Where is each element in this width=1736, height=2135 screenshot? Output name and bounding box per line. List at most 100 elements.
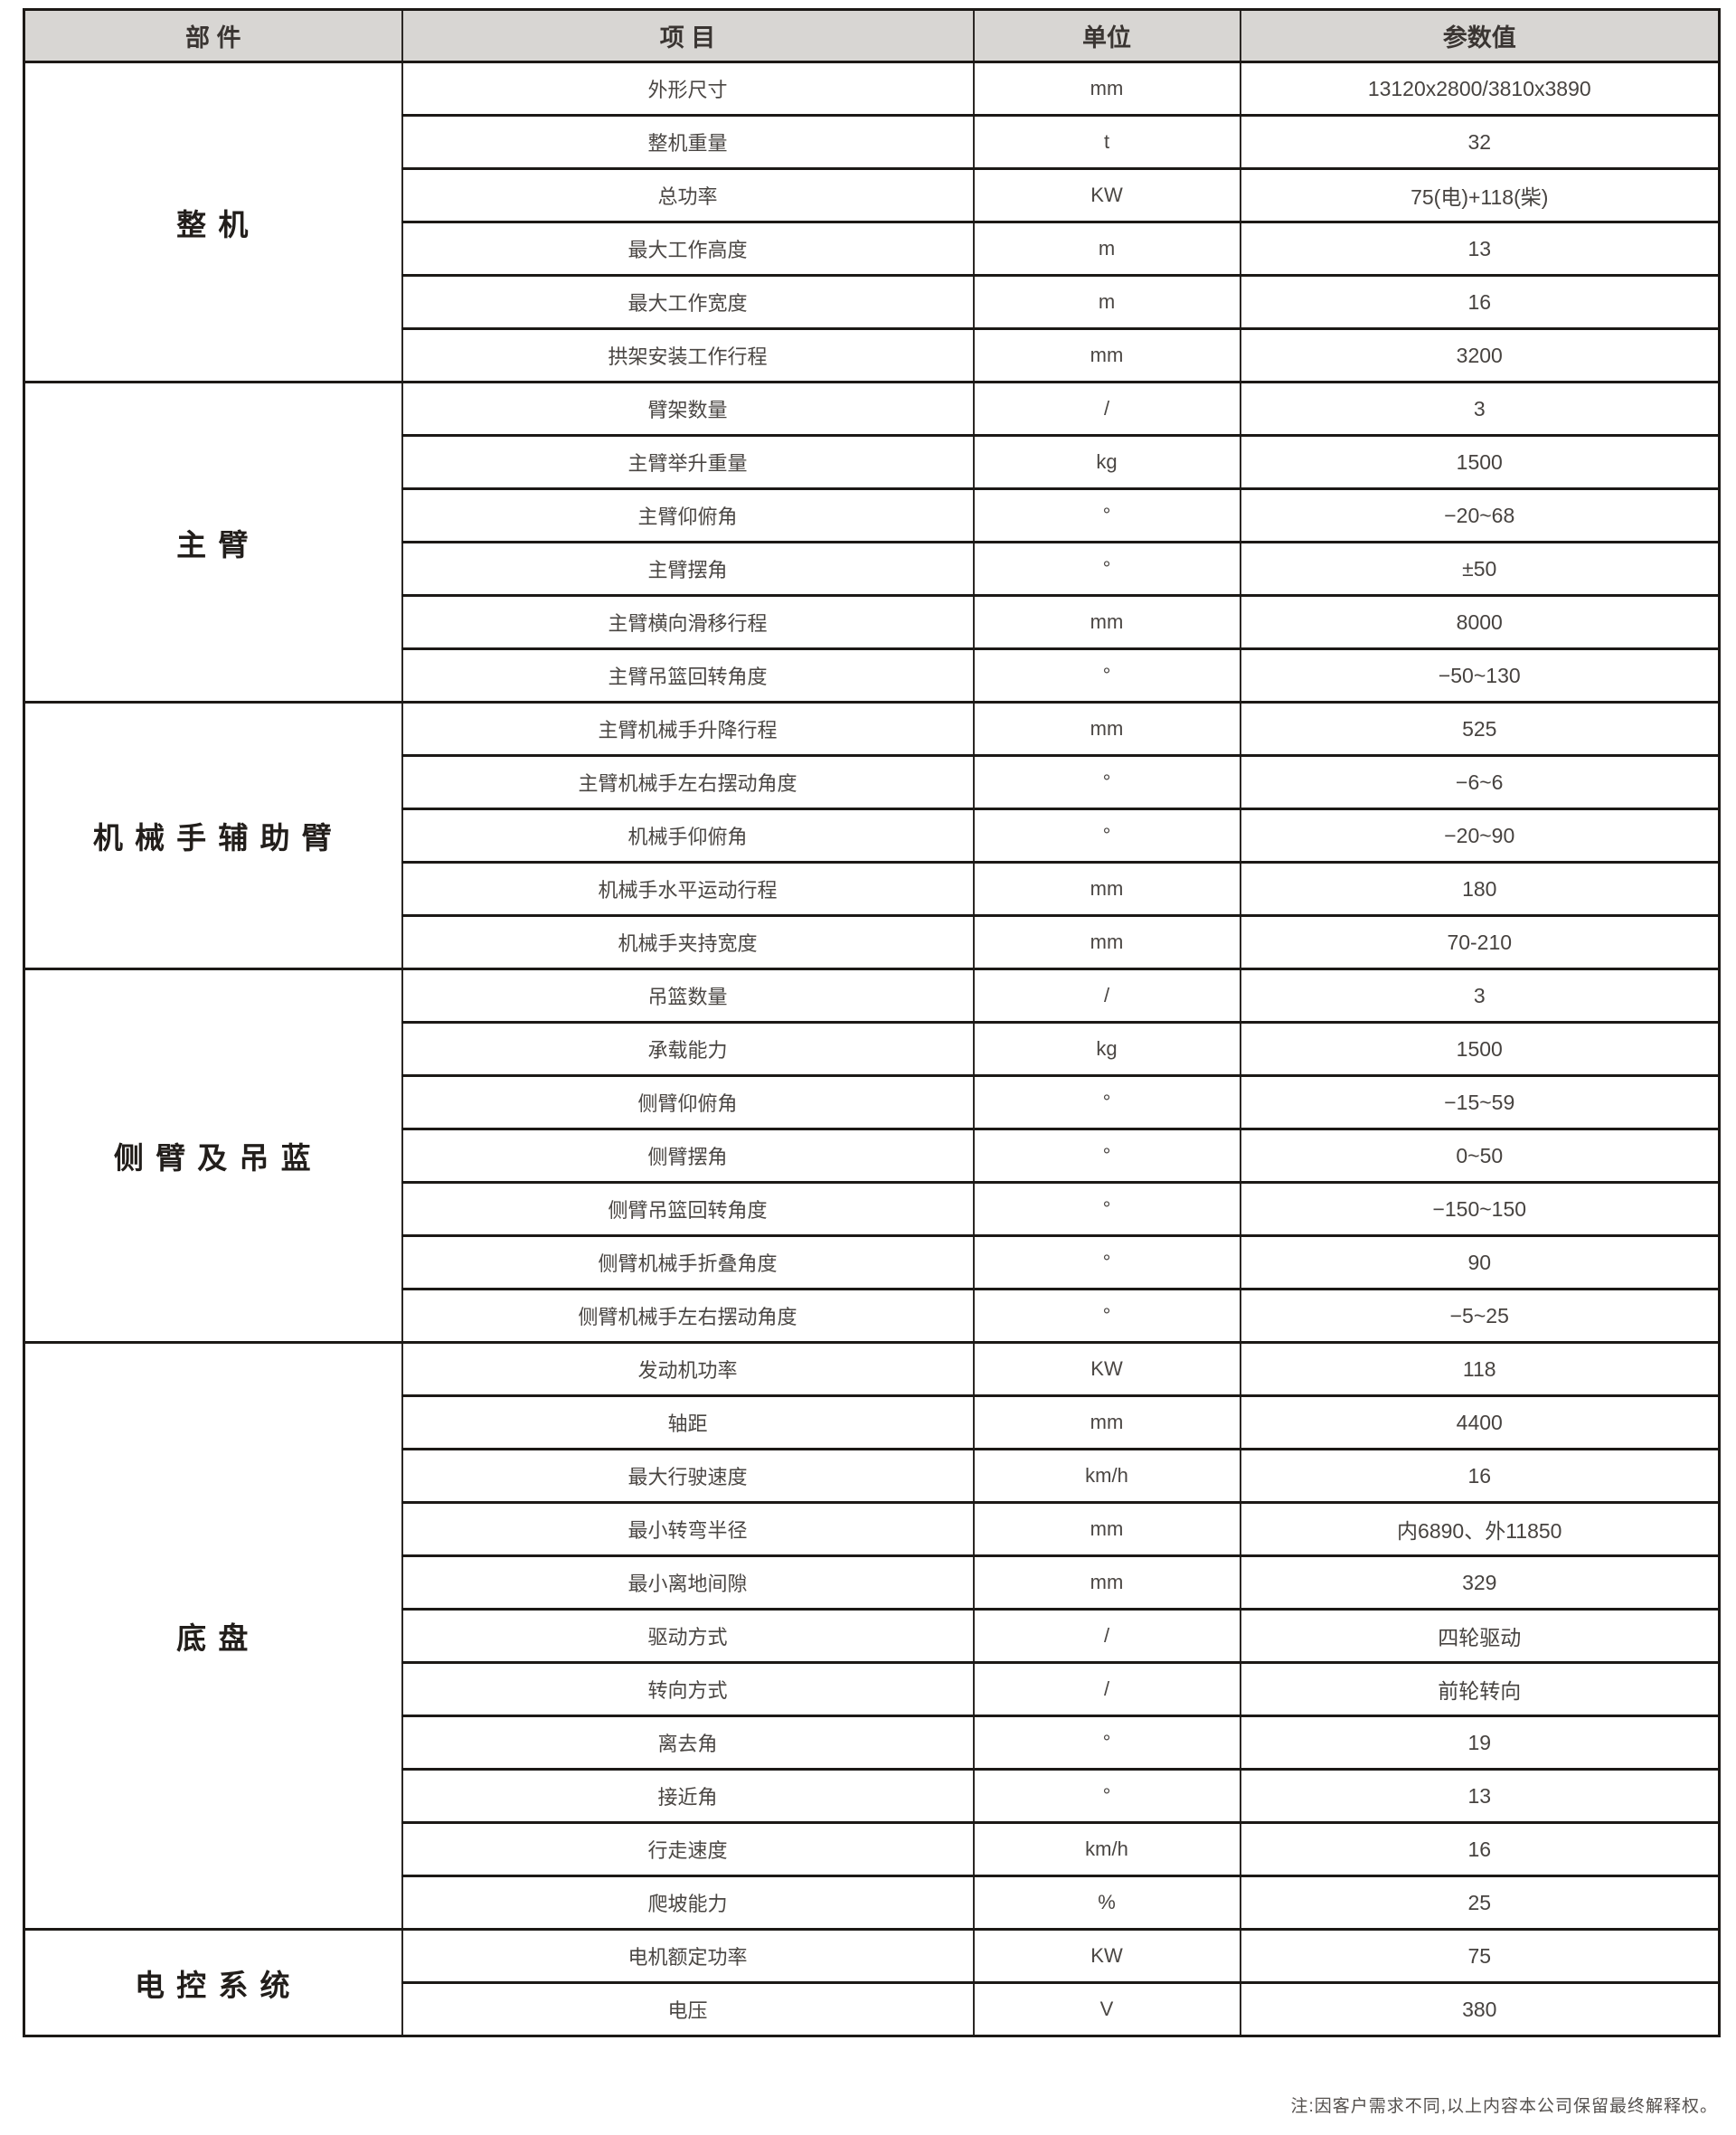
item-cell: 接近角 [401,1768,975,1824]
item-cell: 吊篮数量 [401,968,975,1024]
item-cell: 臂架数量 [401,381,975,437]
table-row: 电压 V 380 [24,1981,1721,2037]
spec-sheet: 部 件 项 目 单位 参数值 整 机外形尺寸 mm 13120x2800/3810x… [23,8,1721,2037]
unit-cell: KW [972,167,1241,223]
table-row: 承载能力 kg 1500 [24,1021,1721,1077]
item-cell: 拱架安装工作行程 [401,327,975,383]
item-cell: 主臂机械手左右摆动角度 [401,754,975,810]
col-header-unit: 单位 [972,8,1241,63]
table-row: 侧臂仰俯角 ° −15~59 [24,1074,1721,1130]
table-row: 侧臂摆角 ° 0~50 [24,1128,1721,1184]
value-cell: 3 [1239,968,1721,1024]
unit-cell: ° [972,1288,1241,1344]
value-cell: 19 [1239,1715,1721,1771]
value-cell: 4400 [1239,1394,1721,1450]
table-row: 电 控 系 统电机额定功率 KW 75 [23,1928,1721,2037]
item-cell: 侧臂摆角 [401,1128,975,1184]
unit-cell: kg [972,434,1241,490]
table-row: 转向方式 / 前轮转向 [24,1661,1721,1717]
item-cell: 机械手仰俯角 [401,808,975,864]
item-cell: 最小转弯半径 [401,1501,975,1557]
value-cell: 16 [1239,274,1721,330]
unit-cell: mm [972,594,1241,650]
table-row: 接近角 ° 13 [24,1768,1721,1824]
table-row: 主臂吊篮回转角度 ° −50~130 [24,647,1721,704]
item-cell: 电压 [401,1981,975,2037]
section-label: 侧 臂 及 吊 蓝 [23,968,403,1344]
value-cell: 13 [1239,221,1721,277]
unit-cell: ° [972,1715,1241,1771]
value-cell: 75 [1239,1928,1721,1984]
item-cell: 主臂横向滑移行程 [401,594,975,650]
table-row: 整 机外形尺寸 mm 13120x2800/3810x3890 [23,61,1721,383]
item-cell: 机械手水平运动行程 [401,861,975,917]
table-row: 轴距 mm 4400 [24,1394,1721,1450]
table-row: 机械手水平运动行程 mm 180 [24,861,1721,917]
unit-cell: ° [972,1181,1241,1237]
value-cell: −20~68 [1239,487,1721,543]
table-row: 机 械 手 辅 助 臂主臂机械手升降行程 mm 525 [23,701,1721,970]
table-body: 整 机外形尺寸 mm 13120x2800/3810x3890 整机重量 t 32 总功率 K… [23,61,1721,2037]
value-cell: 13 [1239,1768,1721,1824]
table-row: 爬坡能力% 25 [24,1875,1721,1931]
spec-table: 部 件 项 目 单位 参数值 整 机外形尺寸 mm 13120x2800/3810x… [23,8,1721,2037]
section-label: 整 机 [23,61,403,383]
col-header-item: 项 目 [401,8,975,63]
item-cell: 承载能力 [401,1021,975,1077]
unit-cell: mm [972,1554,1241,1611]
unit-cell: kg [972,1021,1241,1077]
table-row: 主 臂臂架数量/3 [23,381,1721,704]
table-row: 底 盘发动机功率 KW 118 [23,1341,1721,1931]
value-cell: 25 [1239,1875,1721,1931]
item-cell: 最大行驶速度 [401,1448,975,1504]
section-label: 机 械 手 辅 助 臂 [23,701,403,970]
item-cell: 驱动方式 [401,1608,975,1664]
unit-cell: mm [972,1501,1241,1557]
item-cell: 侧臂吊篮回转角度 [401,1181,975,1237]
unit-cell: V [972,1981,1241,2037]
value-cell: −15~59 [1239,1074,1721,1130]
value-cell: 16 [1239,1448,1721,1504]
item-cell: 最小离地间隙 [401,1554,975,1611]
value-cell: 13120x2800/3810x3890 [1239,61,1721,117]
item-cell: 主臂举升重量 [401,434,975,490]
table-row: 侧臂吊篮回转角度 ° −150~150 [24,1181,1721,1237]
value-cell: 0~50 [1239,1128,1721,1184]
item-cell: 轴距 [401,1394,975,1450]
header-row: 部 件 项 目 单位 参数值 [23,8,1721,63]
table-row: 驱动方式 / 四轮驱动 [24,1608,1721,1664]
table-row: 总功率 KW 75(电)+118(柴) [24,167,1721,223]
value-cell: 8000 [1239,594,1721,650]
table-row: 整机重量 t 32 [24,114,1721,170]
unit-cell: mm [972,701,1241,757]
unit-cell: ° [972,1768,1241,1824]
unit-cell: km/h [972,1448,1241,1504]
value-cell: 1500 [1239,434,1721,490]
value-cell: 3 [1239,381,1721,437]
unit-cell: ° [972,808,1241,864]
unit-cell: t [972,114,1241,170]
table-row: 行走速度 km/h 16 [24,1821,1721,1877]
value-cell: ±50 [1239,541,1721,597]
item-cell: 主臂仰俯角 [401,487,975,543]
item-cell: 电机额定功率 [401,1928,975,1984]
table-header: 部 件 项 目 单位 参数值 [23,8,1721,63]
table-row: 最大工作宽度 m 16 [24,274,1721,330]
value-cell: 四轮驱动 [1239,1608,1721,1664]
unit-cell: m [972,274,1241,330]
unit-cell: mm [972,327,1241,383]
value-cell: 180 [1239,861,1721,917]
item-cell: 机械手夹持宽度 [401,914,975,970]
unit-cell: / [972,968,1241,1024]
section-label: 主 臂 [23,381,403,704]
value-cell: 525 [1239,701,1721,757]
table-row: 主臂摆角 ° ±50 [24,541,1721,597]
item-cell: 最大工作高度 [401,221,975,277]
value-cell: 前轮转向 [1239,1661,1721,1717]
item-cell: 总功率 [401,167,975,223]
item-cell: 爬坡能力 [401,1875,975,1931]
value-cell: 32 [1239,114,1721,170]
table-row: 机械手夹持宽度 mm 70-210 [24,914,1721,970]
unit-cell: ° [972,487,1241,543]
